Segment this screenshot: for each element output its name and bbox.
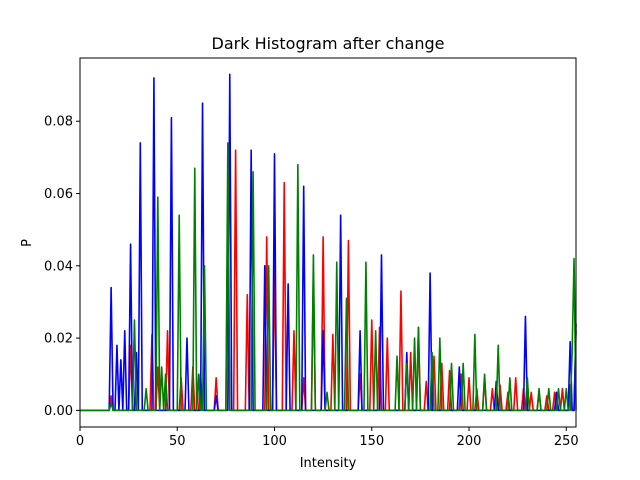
x-tick-label: 200 <box>457 434 482 449</box>
chart-title: Dark Histogram after change <box>212 34 445 53</box>
y-tick-label: 0.06 <box>44 187 73 202</box>
y-tick-label: 0.02 <box>44 332 73 347</box>
plot-frame <box>79 57 577 428</box>
y-tick-label: 0.04 <box>44 259 73 274</box>
x-tick-label: 150 <box>359 434 384 449</box>
x-axis: 0 50 100 150 200 250 <box>76 427 579 449</box>
plot-lines <box>80 73 577 412</box>
x-axis-label: Intensity <box>300 456 357 471</box>
series-line-2 <box>80 142 577 412</box>
y-axis: 0.00 0.02 0.04 0.06 0.08 <box>44 115 80 419</box>
x-tick-label: 250 <box>554 434 579 449</box>
x-tick-label: 50 <box>169 434 186 449</box>
x-tick-label: 0 <box>76 434 84 449</box>
y-axis-label: P <box>20 239 35 247</box>
series-line-1 <box>80 73 577 412</box>
x-tick-label: 100 <box>262 434 287 449</box>
y-tick-label: 0.00 <box>44 404 73 419</box>
y-tick-label: 0.08 <box>44 115 73 130</box>
